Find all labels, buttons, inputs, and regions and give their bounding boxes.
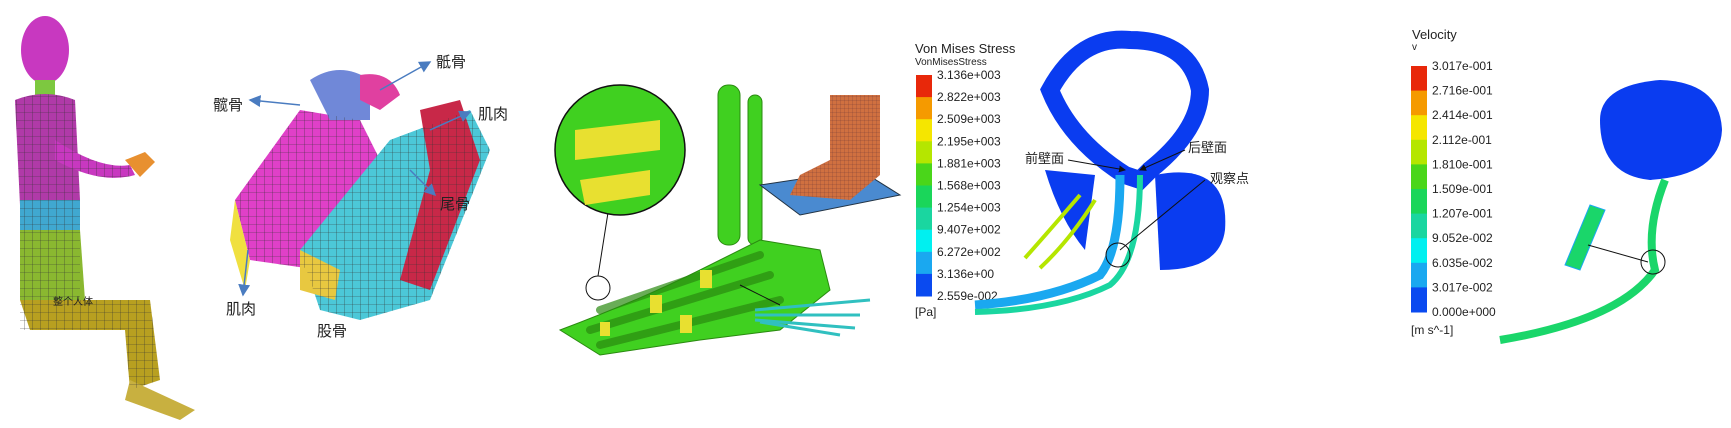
colorbar-segment xyxy=(916,75,932,98)
colorbar-segment xyxy=(916,229,932,253)
colorbar-segment xyxy=(916,163,932,186)
colorbar-tick-label: 2.195e+003 xyxy=(937,134,1001,148)
colorbar-segment xyxy=(1411,287,1427,313)
stress-legend-subtitle: VonMisesStress xyxy=(915,57,987,68)
label-muscle-right: 肌肉 xyxy=(478,105,508,123)
colorbar-tick-label: 3.136e+003 xyxy=(937,68,1001,82)
stress-colorbar: 3.136e+003 2.822e+003 2.509e+003 2.195e+003… xyxy=(916,68,1001,303)
colorbar-segment xyxy=(916,141,932,164)
stress-unit: [Pa] xyxy=(915,305,936,319)
colorbar-tick-label: 2.414e-001 xyxy=(1432,108,1493,122)
colorbar-segment xyxy=(1411,115,1427,141)
colorbar-segment xyxy=(1411,262,1427,288)
label-sacrum: 骶骨 xyxy=(436,53,466,71)
colorbar-segment xyxy=(1411,139,1427,165)
stress-legend-title: Von Mises Stress xyxy=(915,41,1016,56)
colorbar-tick-label: 1.509e-001 xyxy=(1432,182,1493,196)
velocity-legend-title: Velocity xyxy=(1412,27,1457,42)
colorbar-tick-label: 2.822e+003 xyxy=(937,90,1001,104)
body-caption: 整个人体 xyxy=(53,295,93,308)
colorbar-tick-label: 3.017e-002 xyxy=(1432,280,1493,294)
label-observation-point: 观察点 xyxy=(1210,172,1249,187)
colorbar-segment xyxy=(916,97,932,120)
pelvis-model: 髋骨 骶骨 肌肉 尾骨 肌肉 股骨 xyxy=(213,53,508,340)
velocity-panel: Velocity v 3.017e-001 2.716e-001 2.414e-00… xyxy=(1411,27,1722,344)
velocity-colorbar: 3.017e-001 2.716e-001 2.414e-001 2.112e-001… xyxy=(1411,59,1496,319)
label-muscle-left: 肌肉 xyxy=(226,300,256,318)
velocity-legend-subtitle: v xyxy=(1412,42,1417,53)
colorbar-segment xyxy=(916,207,932,231)
label-back-wall: 后壁面 xyxy=(1188,141,1227,156)
colorbar-tick-label: 3.136e+00 xyxy=(937,267,994,281)
colorbar-segment xyxy=(1411,189,1427,215)
colorbar-tick-label: 1.568e+003 xyxy=(937,179,1001,193)
colorbar-tick-label: 1.881e+003 xyxy=(937,156,1001,170)
colorbar-segment xyxy=(1411,66,1427,92)
colorbar-tick-label: 1.207e-001 xyxy=(1432,207,1493,221)
velocity-unit: [m s^-1] xyxy=(1411,323,1453,337)
label-coccyx: 尾骨 xyxy=(440,195,470,213)
colorbar-segment xyxy=(916,119,932,142)
colorbar-tick-label: 9.407e+002 xyxy=(937,223,1001,237)
colorbar-tick-label: 6.035e-002 xyxy=(1432,256,1493,270)
colorbar-tick-label: 2.716e-001 xyxy=(1432,84,1493,98)
stress-panel: Von Mises Stress VonMisesStress 3.136e+0… xyxy=(915,30,1249,319)
colorbar-segment xyxy=(916,251,932,275)
colorbar-tick-label: 3.017e-001 xyxy=(1432,59,1493,73)
colorbar-tick-label: 9.052e-002 xyxy=(1432,231,1493,245)
colorbar-tick-label: 6.272e+002 xyxy=(937,245,1001,259)
colorbar-segment xyxy=(916,185,932,209)
colorbar-segment xyxy=(1411,164,1427,190)
colorbar-tick-label: 0.000e+000 xyxy=(1432,305,1496,319)
foot-model xyxy=(554,84,902,356)
colorbar-tick-label: 2.112e-001 xyxy=(1432,133,1492,147)
colorbar-tick-label: 2.509e+003 xyxy=(937,112,1001,126)
label-femur: 股骨 xyxy=(317,322,347,340)
colorbar-segment xyxy=(1411,213,1427,239)
colorbar-tick-label: 1.810e-001 xyxy=(1432,157,1493,171)
colorbar-tick-label: 1.254e+003 xyxy=(937,201,1001,215)
colorbar-tick-label: 2.559e-002 xyxy=(937,289,998,303)
human-body-model: 整个人体 xyxy=(15,16,195,420)
colorbar-segment xyxy=(1411,238,1427,264)
colorbar-segment xyxy=(1411,90,1427,116)
colorbar-segment xyxy=(916,273,932,297)
label-hip-bone: 髋骨 xyxy=(213,96,243,114)
label-front-wall: 前壁面 xyxy=(1025,151,1064,167)
